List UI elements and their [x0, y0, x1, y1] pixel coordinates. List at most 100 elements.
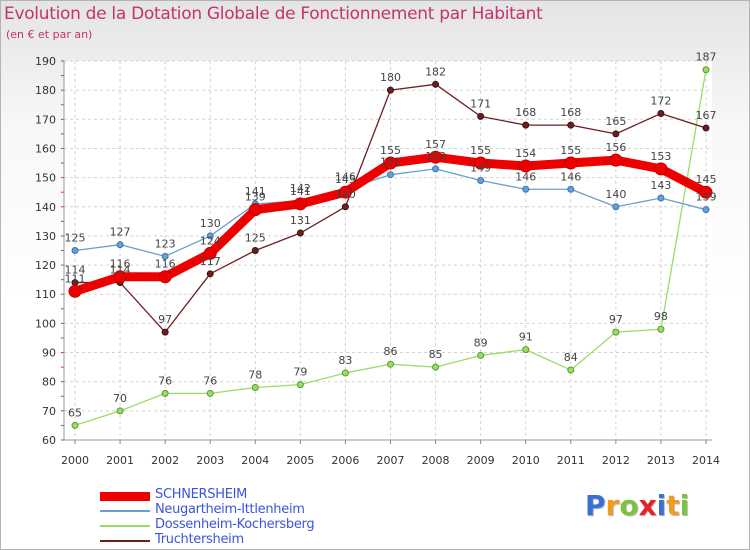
data-label: 139	[245, 191, 266, 204]
data-label: 167	[696, 109, 717, 122]
chart-title: Evolution de la Dotation Globale de Fonc…	[4, 4, 543, 24]
data-label: 125	[65, 232, 86, 245]
data-point	[612, 203, 620, 211]
logo-letter: r	[605, 489, 620, 522]
data-label: 85	[429, 348, 443, 361]
data-label: 111	[65, 272, 86, 285]
data-point	[474, 156, 488, 170]
data-label: 127	[110, 226, 131, 239]
x-tick-label: 2008	[422, 454, 450, 467]
data-point	[702, 66, 710, 74]
x-tick-label: 2002	[151, 454, 179, 467]
data-label: 141	[290, 185, 311, 198]
x-tick-label: 2012	[602, 454, 630, 467]
data-label: 116	[155, 258, 176, 271]
data-point	[522, 185, 530, 193]
data-label: 182	[425, 65, 446, 78]
data-label: 155	[380, 144, 401, 157]
data-point	[251, 247, 259, 254]
data-label: 155	[470, 144, 491, 157]
data-point	[161, 252, 169, 260]
data-label: 84	[564, 351, 578, 364]
data-label: 180	[380, 71, 401, 84]
data-point	[296, 229, 304, 237]
data-label: 76	[158, 374, 172, 387]
data-point	[206, 389, 214, 397]
data-point	[387, 86, 394, 94]
data-label: 145	[335, 173, 356, 186]
data-label: 140	[605, 188, 626, 201]
data-point	[206, 270, 214, 278]
data-label: 171	[470, 97, 491, 110]
logo-letter: o	[619, 489, 639, 522]
data-point	[338, 185, 352, 199]
data-label: 124	[200, 234, 221, 247]
legend-swatch	[100, 540, 150, 542]
y-tick-label: 130	[35, 230, 56, 243]
data-label: 114	[65, 264, 86, 277]
data-point	[657, 109, 665, 117]
x-tick-label: 2003	[196, 454, 224, 467]
y-tick-label: 80	[42, 376, 56, 389]
data-label: 86	[384, 345, 398, 358]
data-point	[567, 121, 575, 129]
data-point	[567, 185, 575, 193]
data-point	[113, 270, 127, 284]
data-point	[161, 328, 169, 336]
data-point	[657, 194, 665, 202]
y-tick-label: 140	[35, 201, 56, 214]
data-point	[161, 389, 169, 397]
data-point	[564, 156, 578, 170]
data-label: 65	[68, 406, 82, 419]
legend-label: SCHNERSHEIM	[155, 487, 248, 502]
y-tick-label: 160	[35, 142, 56, 155]
proxiti-logo: Proxiti	[585, 489, 689, 522]
data-label: 141	[245, 185, 266, 198]
data-point	[296, 381, 304, 389]
data-point	[477, 112, 485, 120]
y-tick-label: 170	[35, 113, 56, 126]
x-tick-label: 2007	[377, 454, 405, 467]
y-tick-label: 190	[35, 55, 56, 68]
data-point	[68, 284, 82, 298]
data-point	[432, 165, 440, 173]
legend-label: Neugartheim-Ittlenheim	[155, 502, 305, 517]
data-point	[522, 121, 530, 129]
data-label: 149	[470, 162, 491, 175]
data-label: 145	[696, 173, 717, 186]
y-tick-label: 100	[35, 317, 56, 330]
logo-letter: i	[656, 489, 667, 522]
data-point	[251, 384, 259, 392]
legend-swatch	[100, 525, 150, 527]
data-point	[384, 156, 397, 170]
data-point	[657, 325, 665, 333]
data-point	[341, 369, 349, 377]
y-tick-label: 110	[35, 288, 56, 301]
x-tick-label: 2009	[467, 454, 495, 467]
data-label: 83	[338, 354, 352, 367]
x-tick-label: 2014	[692, 454, 720, 467]
data-point	[341, 203, 349, 211]
data-label: 98	[654, 310, 668, 323]
logo-letter: P	[585, 489, 606, 522]
data-label: 76	[203, 374, 217, 387]
y-tick-label: 150	[35, 172, 56, 185]
data-label: 114	[110, 264, 131, 277]
data-label: 89	[474, 336, 488, 349]
data-point	[293, 197, 307, 211]
data-label: 155	[560, 144, 581, 157]
data-point	[429, 150, 443, 164]
data-point	[519, 159, 533, 173]
x-tick-label: 2005	[286, 454, 314, 467]
data-label: 143	[650, 179, 671, 192]
x-tick-label: 2001	[106, 454, 134, 467]
data-label: 116	[110, 258, 131, 271]
data-label: 153	[650, 150, 671, 163]
data-label: 117	[200, 255, 221, 268]
logo-letter: t	[666, 489, 680, 522]
data-label: 123	[155, 237, 176, 250]
data-label: 97	[158, 313, 172, 326]
data-label: 151	[380, 156, 401, 169]
data-point	[654, 162, 668, 176]
